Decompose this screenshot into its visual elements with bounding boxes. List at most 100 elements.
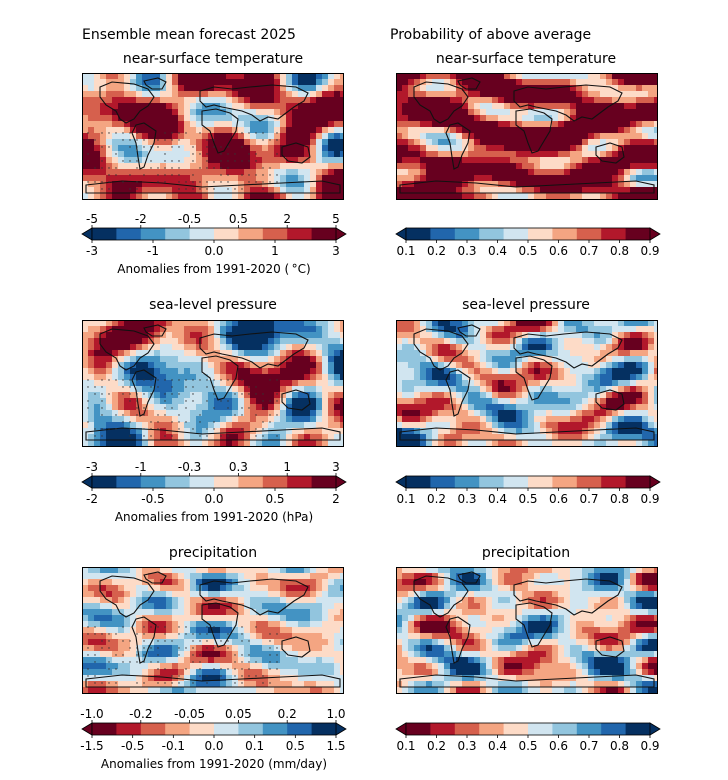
map-cell bbox=[268, 440, 274, 446]
map-cell bbox=[648, 422, 654, 428]
map-cell bbox=[256, 356, 262, 362]
significance-dot bbox=[87, 139, 89, 141]
map-cell bbox=[582, 320, 588, 326]
map-cell bbox=[112, 127, 118, 133]
map-cell bbox=[232, 73, 238, 79]
map-cell bbox=[148, 633, 154, 639]
map-cell bbox=[630, 416, 636, 422]
map-cell bbox=[468, 121, 474, 127]
map-cell bbox=[426, 145, 432, 151]
map-cell bbox=[522, 187, 528, 193]
map-cell bbox=[564, 193, 570, 199]
map-cell bbox=[202, 326, 208, 332]
map-cell bbox=[462, 344, 468, 350]
map-cell bbox=[232, 597, 238, 603]
map-cell bbox=[238, 434, 244, 440]
map-cell bbox=[486, 356, 492, 362]
map-cell bbox=[474, 163, 480, 169]
map-cell bbox=[582, 103, 588, 109]
map-cell bbox=[468, 440, 474, 446]
map-cell bbox=[232, 591, 238, 597]
map-cell bbox=[414, 392, 420, 398]
map-cell bbox=[618, 356, 624, 362]
map-cell bbox=[426, 398, 432, 404]
map-cell bbox=[250, 392, 256, 398]
map-cell bbox=[112, 657, 118, 663]
map-cell bbox=[396, 404, 402, 410]
map-cell bbox=[112, 187, 118, 193]
map-cell bbox=[244, 139, 250, 145]
coastline bbox=[85, 427, 341, 441]
map-cell bbox=[534, 103, 540, 109]
significance-dot bbox=[143, 428, 145, 430]
map-cell bbox=[334, 597, 340, 603]
map-cell bbox=[202, 320, 208, 326]
map-cell bbox=[274, 326, 280, 332]
significance-dot bbox=[108, 379, 110, 381]
significance-dot bbox=[171, 174, 173, 176]
map-cell bbox=[250, 362, 256, 368]
map-cell bbox=[582, 85, 588, 91]
map-cell bbox=[256, 591, 262, 597]
significance-dot bbox=[192, 153, 194, 155]
map-cell bbox=[106, 85, 112, 91]
map-cell bbox=[450, 380, 456, 386]
map-cell bbox=[654, 320, 658, 326]
map-cell bbox=[100, 422, 106, 428]
map-cell bbox=[166, 434, 172, 440]
significance-dot bbox=[276, 393, 278, 395]
map-cell bbox=[504, 91, 510, 97]
map-cell bbox=[118, 609, 124, 615]
coastline bbox=[457, 77, 481, 90]
map-cell bbox=[396, 422, 402, 428]
map-cell bbox=[274, 356, 280, 362]
map-cell bbox=[450, 91, 456, 97]
map-cell bbox=[94, 410, 100, 416]
map-cell bbox=[516, 97, 522, 103]
map-cell bbox=[304, 597, 310, 603]
map-cell bbox=[238, 157, 244, 163]
map-cell bbox=[286, 332, 292, 338]
map-cell bbox=[516, 169, 522, 175]
map-cell bbox=[142, 109, 148, 115]
map-cell bbox=[504, 356, 510, 362]
map-cell bbox=[184, 603, 190, 609]
map-cell bbox=[468, 91, 474, 97]
map-cell bbox=[304, 434, 310, 440]
significance-dot bbox=[143, 393, 145, 395]
significance-dot bbox=[122, 421, 124, 423]
map-cell bbox=[588, 181, 594, 187]
map-cell bbox=[492, 187, 498, 193]
map-cell bbox=[340, 579, 344, 585]
map-cell bbox=[414, 187, 420, 193]
map-cell bbox=[274, 657, 280, 663]
map-cell bbox=[310, 440, 316, 446]
map-cell bbox=[630, 344, 636, 350]
map-cell bbox=[408, 368, 414, 374]
map-cell bbox=[594, 320, 600, 326]
map-cell bbox=[456, 115, 462, 121]
map-cell bbox=[316, 79, 322, 85]
map-cell bbox=[250, 633, 256, 639]
map-cell bbox=[334, 380, 340, 386]
map-cell bbox=[486, 350, 492, 356]
map-cell bbox=[280, 651, 286, 657]
map-cell bbox=[298, 109, 304, 115]
map-cell bbox=[124, 428, 130, 434]
map-cell bbox=[262, 127, 268, 133]
map-cell bbox=[340, 657, 344, 663]
map-cell bbox=[582, 169, 588, 175]
map-cell bbox=[208, 145, 214, 151]
map-cell bbox=[310, 79, 316, 85]
map-cell bbox=[136, 91, 142, 97]
map-cell bbox=[136, 416, 142, 422]
map-cell bbox=[570, 344, 576, 350]
significance-dot bbox=[157, 146, 159, 148]
coastline bbox=[201, 108, 239, 154]
map-cell bbox=[546, 187, 552, 193]
map-cell bbox=[498, 344, 504, 350]
map-cell bbox=[402, 115, 408, 121]
map-cell bbox=[498, 428, 504, 434]
map-cell bbox=[414, 434, 420, 440]
map-cell bbox=[262, 169, 268, 175]
